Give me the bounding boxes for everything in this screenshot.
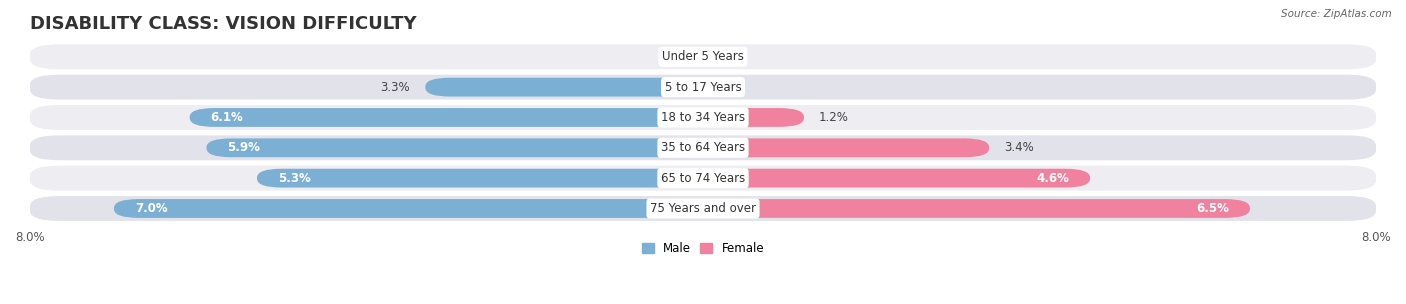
Text: 3.4%: 3.4% — [1004, 141, 1033, 154]
FancyBboxPatch shape — [703, 199, 1250, 218]
Text: 35 to 64 Years: 35 to 64 Years — [661, 141, 745, 154]
Legend: Male, Female: Male, Female — [637, 237, 769, 260]
FancyBboxPatch shape — [30, 75, 1376, 100]
Text: 6.1%: 6.1% — [211, 111, 243, 124]
Text: 3.3%: 3.3% — [381, 81, 411, 94]
FancyBboxPatch shape — [703, 108, 804, 127]
Text: 0.0%: 0.0% — [716, 50, 745, 63]
Text: Under 5 Years: Under 5 Years — [662, 50, 744, 63]
Text: 7.0%: 7.0% — [135, 202, 167, 215]
Text: 5 to 17 Years: 5 to 17 Years — [665, 81, 741, 94]
FancyBboxPatch shape — [30, 166, 1376, 191]
FancyBboxPatch shape — [30, 44, 1376, 69]
Text: 5.9%: 5.9% — [228, 141, 260, 154]
Text: Source: ZipAtlas.com: Source: ZipAtlas.com — [1281, 9, 1392, 19]
Text: 75 Years and over: 75 Years and over — [650, 202, 756, 215]
FancyBboxPatch shape — [30, 135, 1376, 160]
Text: 0.0%: 0.0% — [661, 50, 690, 63]
FancyBboxPatch shape — [703, 169, 1090, 188]
FancyBboxPatch shape — [114, 199, 703, 218]
FancyBboxPatch shape — [190, 108, 703, 127]
FancyBboxPatch shape — [703, 138, 988, 157]
Text: 4.6%: 4.6% — [1036, 172, 1069, 185]
Text: 0.0%: 0.0% — [716, 81, 745, 94]
Text: DISABILITY CLASS: VISION DIFFICULTY: DISABILITY CLASS: VISION DIFFICULTY — [30, 15, 416, 33]
Text: 5.3%: 5.3% — [278, 172, 311, 185]
Text: 65 to 74 Years: 65 to 74 Years — [661, 172, 745, 185]
Text: 6.5%: 6.5% — [1197, 202, 1229, 215]
Text: 18 to 34 Years: 18 to 34 Years — [661, 111, 745, 124]
FancyBboxPatch shape — [30, 196, 1376, 221]
Text: 1.2%: 1.2% — [820, 111, 849, 124]
FancyBboxPatch shape — [257, 169, 703, 188]
FancyBboxPatch shape — [207, 138, 703, 157]
FancyBboxPatch shape — [425, 78, 703, 97]
FancyBboxPatch shape — [30, 105, 1376, 130]
